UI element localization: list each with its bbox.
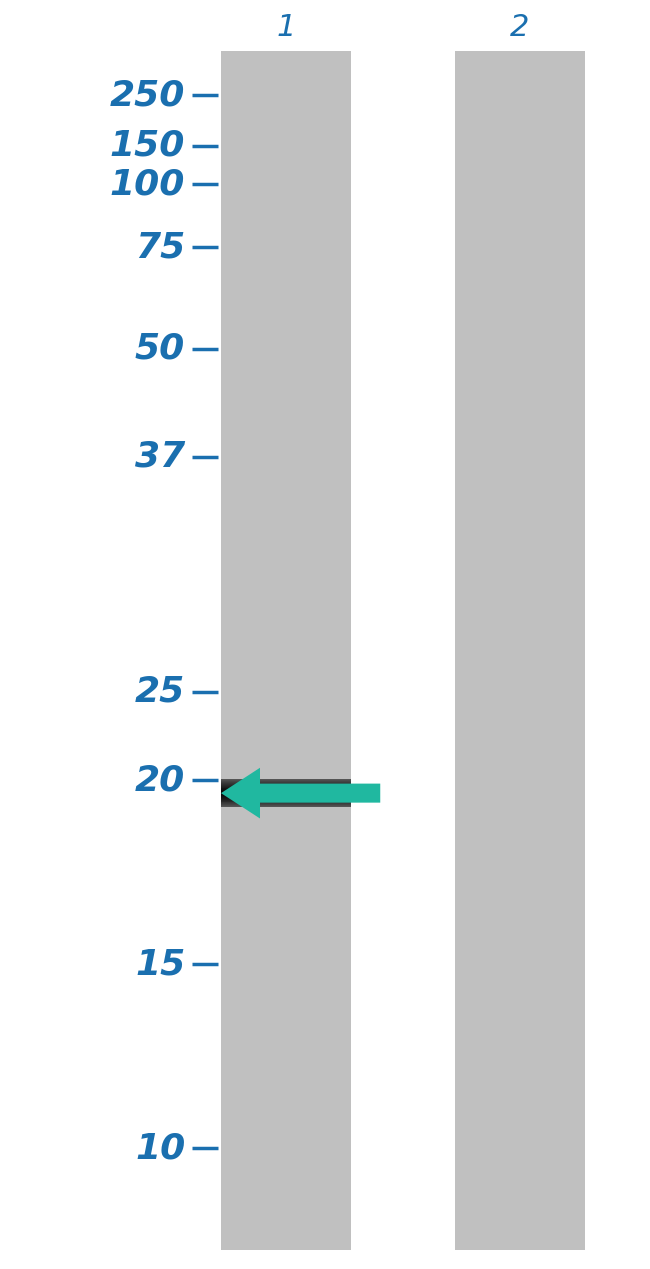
Text: 37: 37 bbox=[135, 440, 185, 473]
Text: 10: 10 bbox=[135, 1132, 185, 1165]
Text: 1: 1 bbox=[276, 14, 296, 42]
Bar bbox=[221, 51, 351, 1250]
Bar bbox=[455, 51, 585, 1250]
Text: 75: 75 bbox=[135, 231, 185, 264]
Text: 50: 50 bbox=[135, 332, 185, 365]
Text: 25: 25 bbox=[135, 675, 185, 708]
FancyArrow shape bbox=[221, 768, 380, 819]
Text: 250: 250 bbox=[110, 79, 185, 112]
Text: 150: 150 bbox=[110, 129, 185, 162]
Text: 2: 2 bbox=[510, 14, 530, 42]
Text: 20: 20 bbox=[135, 764, 185, 797]
Text: 100: 100 bbox=[110, 168, 185, 201]
Text: 15: 15 bbox=[135, 948, 185, 981]
